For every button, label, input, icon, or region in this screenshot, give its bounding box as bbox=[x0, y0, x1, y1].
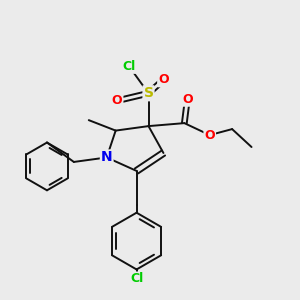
Text: O: O bbox=[182, 93, 193, 106]
Text: S: S bbox=[143, 86, 154, 100]
Text: O: O bbox=[204, 129, 215, 142]
Text: O: O bbox=[112, 94, 122, 107]
Text: Cl: Cl bbox=[122, 60, 136, 73]
Text: N: N bbox=[101, 151, 112, 164]
Text: O: O bbox=[158, 73, 169, 86]
Text: Cl: Cl bbox=[130, 272, 143, 286]
